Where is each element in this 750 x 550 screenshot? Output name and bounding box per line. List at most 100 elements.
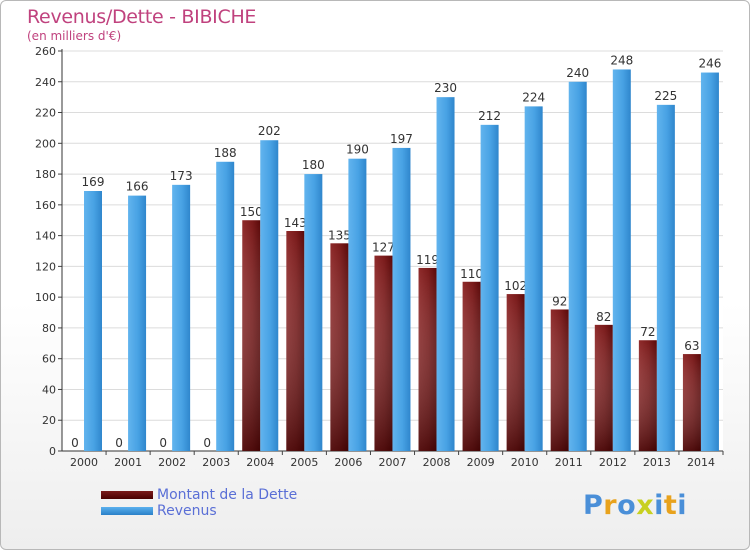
bar-revenus-2012 bbox=[612, 69, 631, 451]
bar-revenus-2007 bbox=[392, 147, 411, 451]
bar-dette-shade-2014 bbox=[682, 354, 701, 451]
logo-letter: i bbox=[654, 490, 664, 521]
label-dette-2005: 143 bbox=[284, 216, 307, 230]
label-revenus-2011: 240 bbox=[566, 66, 589, 80]
x-tick-label-2008: 2008 bbox=[423, 456, 451, 469]
legend-item-revenus: Revenus bbox=[101, 503, 297, 519]
y-tick-label-180: 180 bbox=[35, 168, 56, 181]
x-tick-label-2006: 2006 bbox=[334, 456, 362, 469]
label-dette-2010: 102 bbox=[504, 279, 527, 293]
label-dette-2013: 72 bbox=[640, 325, 655, 339]
bar-revenus-2005 bbox=[304, 174, 323, 452]
bar-revenus-2006 bbox=[348, 158, 367, 451]
chart-subtitle: (en milliers d'€) bbox=[27, 29, 122, 43]
x-tick-label-2001: 2001 bbox=[114, 456, 142, 469]
bar-revenus-2003 bbox=[216, 161, 235, 451]
label-revenus-2001: 166 bbox=[126, 180, 149, 194]
bar-dette-shade-2011 bbox=[550, 309, 569, 451]
y-tick-label-40: 40 bbox=[42, 383, 56, 396]
bar-revenus-2009 bbox=[480, 124, 499, 451]
bar-dette-shade-2006 bbox=[330, 243, 349, 451]
logo-letter: t bbox=[663, 490, 678, 521]
logo-letter: o bbox=[617, 490, 637, 521]
x-tick-label-2013: 2013 bbox=[643, 456, 671, 469]
logo-letter: r bbox=[603, 490, 618, 521]
y-tick-label-100: 100 bbox=[35, 291, 56, 304]
x-tick-label-2009: 2009 bbox=[467, 456, 495, 469]
label-dette-2004: 150 bbox=[240, 205, 263, 219]
x-tick-label-2000: 2000 bbox=[70, 456, 98, 469]
legend-label-revenus: Revenus bbox=[157, 503, 217, 519]
bar-revenus-2002 bbox=[172, 184, 191, 451]
y-tick-label-0: 0 bbox=[49, 445, 56, 458]
label-revenus-2012: 248 bbox=[610, 53, 633, 67]
legend: Montant de la Dette Revenus bbox=[101, 487, 297, 519]
x-tick-label-2011: 2011 bbox=[555, 456, 583, 469]
y-tick-label-60: 60 bbox=[42, 353, 56, 366]
legend-swatch-dette bbox=[101, 491, 153, 499]
label-dette-2003: 0 bbox=[203, 436, 211, 450]
label-revenus-2000: 169 bbox=[82, 175, 105, 189]
label-revenus-2008: 230 bbox=[434, 81, 457, 95]
x-tick-label-2014: 2014 bbox=[687, 456, 715, 469]
bar-revenus-2004 bbox=[260, 140, 279, 451]
y-tick-label-20: 20 bbox=[42, 414, 56, 427]
bar-revenus-2014 bbox=[700, 72, 719, 452]
y-tick-label-260: 260 bbox=[35, 45, 56, 58]
bar-dette-shade-2007 bbox=[374, 255, 393, 451]
label-revenus-2005: 180 bbox=[302, 158, 325, 172]
label-dette-2001: 0 bbox=[115, 436, 123, 450]
x-tick-label-2012: 2012 bbox=[599, 456, 627, 469]
bar-dette-shade-2005 bbox=[286, 231, 305, 451]
bar-revenus-2010 bbox=[524, 106, 543, 451]
label-dette-2006: 135 bbox=[328, 228, 351, 242]
bar-revenus-2013 bbox=[656, 104, 675, 451]
bar-revenus-2001 bbox=[128, 195, 147, 451]
label-dette-2011: 92 bbox=[552, 294, 567, 308]
bar-dette-shade-2013 bbox=[638, 340, 657, 451]
label-dette-2007: 127 bbox=[372, 241, 395, 255]
bar-dette-shade-2008 bbox=[418, 267, 437, 451]
label-dette-2002: 0 bbox=[159, 436, 167, 450]
label-revenus-2014: 246 bbox=[698, 57, 721, 71]
bar-dette-shade-2004 bbox=[242, 220, 261, 451]
y-tick-label-220: 220 bbox=[35, 107, 56, 120]
label-revenus-2013: 225 bbox=[654, 89, 677, 103]
x-tick-label-2004: 2004 bbox=[246, 456, 274, 469]
label-revenus-2002: 173 bbox=[170, 169, 193, 183]
label-revenus-2009: 212 bbox=[478, 109, 501, 123]
bar-dette-shade-2010 bbox=[506, 294, 525, 451]
x-tick-label-2005: 2005 bbox=[290, 456, 318, 469]
label-revenus-2003: 188 bbox=[214, 146, 237, 160]
label-revenus-2006: 190 bbox=[346, 143, 369, 157]
x-tick-label-2002: 2002 bbox=[158, 456, 186, 469]
legend-item-dette: Montant de la Dette bbox=[101, 487, 297, 503]
bar-revenus-2000 bbox=[84, 191, 102, 451]
y-tick-label-120: 120 bbox=[35, 260, 56, 273]
label-revenus-2007: 197 bbox=[390, 132, 413, 146]
y-tick-label-160: 160 bbox=[35, 199, 56, 212]
bar-revenus-2011 bbox=[568, 81, 587, 452]
bar-dette-shade-2012 bbox=[594, 324, 613, 451]
label-dette-2009: 110 bbox=[460, 267, 483, 281]
x-tick-label-2007: 2007 bbox=[379, 456, 407, 469]
label-dette-2000: 0 bbox=[71, 436, 79, 450]
label-revenus-2010: 224 bbox=[522, 90, 545, 104]
x-tick-label-2003: 2003 bbox=[202, 456, 230, 469]
label-dette-2012: 82 bbox=[596, 310, 611, 324]
chart-title: Revenus/Dette - BIBICHE bbox=[27, 6, 257, 28]
proxiti-logo: Proxiti bbox=[583, 490, 687, 521]
legend-swatch-revenus bbox=[101, 507, 153, 515]
logo-letter: i bbox=[677, 490, 688, 521]
bar-dette-shade-2009 bbox=[462, 281, 481, 451]
y-tick-label-80: 80 bbox=[42, 322, 56, 335]
label-dette-2014: 63 bbox=[684, 339, 699, 353]
label-dette-2008: 119 bbox=[416, 253, 439, 267]
bar-revenus-2008 bbox=[436, 97, 455, 452]
y-tick-label-200: 200 bbox=[35, 137, 56, 150]
label-revenus-2004: 202 bbox=[258, 124, 281, 138]
y-tick-label-240: 240 bbox=[35, 76, 56, 89]
y-tick-label-140: 140 bbox=[35, 230, 56, 243]
